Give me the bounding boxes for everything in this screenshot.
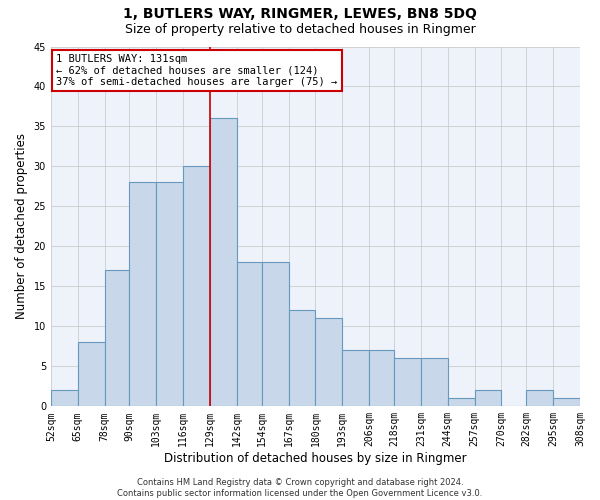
- Bar: [157, 182, 183, 406]
- X-axis label: Distribution of detached houses by size in Ringmer: Distribution of detached houses by size …: [164, 452, 467, 465]
- Bar: [237, 262, 262, 406]
- Bar: [394, 358, 421, 406]
- Bar: [421, 358, 448, 406]
- Text: 1, BUTLERS WAY, RINGMER, LEWES, BN8 5DQ: 1, BUTLERS WAY, RINGMER, LEWES, BN8 5DQ: [123, 8, 477, 22]
- Bar: [289, 310, 316, 406]
- Bar: [526, 390, 553, 406]
- Bar: [262, 262, 289, 406]
- Text: 1 BUTLERS WAY: 131sqm
← 62% of detached houses are smaller (124)
37% of semi-det: 1 BUTLERS WAY: 131sqm ← 62% of detached …: [56, 54, 337, 87]
- Bar: [553, 398, 580, 406]
- Bar: [130, 182, 157, 406]
- Text: Contains HM Land Registry data © Crown copyright and database right 2024.
Contai: Contains HM Land Registry data © Crown c…: [118, 478, 482, 498]
- Bar: [316, 318, 343, 406]
- Bar: [104, 270, 130, 406]
- Bar: [343, 350, 369, 406]
- Bar: [369, 350, 394, 406]
- Bar: [51, 390, 78, 406]
- Bar: [210, 118, 237, 406]
- Bar: [475, 390, 502, 406]
- Bar: [78, 342, 104, 406]
- Text: Size of property relative to detached houses in Ringmer: Size of property relative to detached ho…: [125, 22, 475, 36]
- Y-axis label: Number of detached properties: Number of detached properties: [15, 134, 28, 320]
- Bar: [183, 166, 210, 406]
- Bar: [448, 398, 475, 406]
